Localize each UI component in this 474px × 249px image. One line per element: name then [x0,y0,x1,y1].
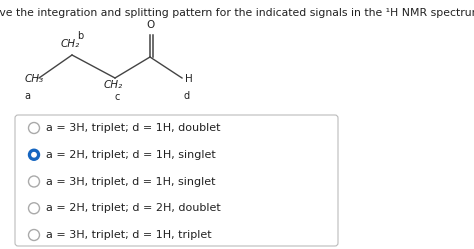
Text: H: H [185,74,193,84]
Text: a: a [24,91,30,101]
Text: b: b [77,31,83,41]
Text: CH₂: CH₂ [61,39,80,49]
FancyBboxPatch shape [15,115,338,246]
Text: a = 2H, triplet; d = 1H, singlet: a = 2H, triplet; d = 1H, singlet [46,150,216,160]
Text: a = 3H, triplet; d = 1H, doublet: a = 3H, triplet; d = 1H, doublet [46,123,220,133]
Text: O: O [147,20,155,30]
Text: a = 3H, triplet; d = 1H, triplet: a = 3H, triplet; d = 1H, triplet [46,230,211,240]
Text: d: d [184,91,190,101]
Text: CH₂: CH₂ [103,80,123,90]
Text: a = 2H, triplet; d = 2H, doublet: a = 2H, triplet; d = 2H, doublet [46,203,221,213]
Text: CH₃: CH₃ [25,74,44,84]
Text: c: c [114,92,120,102]
Circle shape [32,153,36,157]
Text: Give the integration and splitting pattern for the indicated signals in the ¹H N: Give the integration and splitting patte… [0,8,474,18]
Circle shape [28,149,39,160]
Text: a = 3H, triplet, d = 1H, singlet: a = 3H, triplet, d = 1H, singlet [46,177,216,187]
